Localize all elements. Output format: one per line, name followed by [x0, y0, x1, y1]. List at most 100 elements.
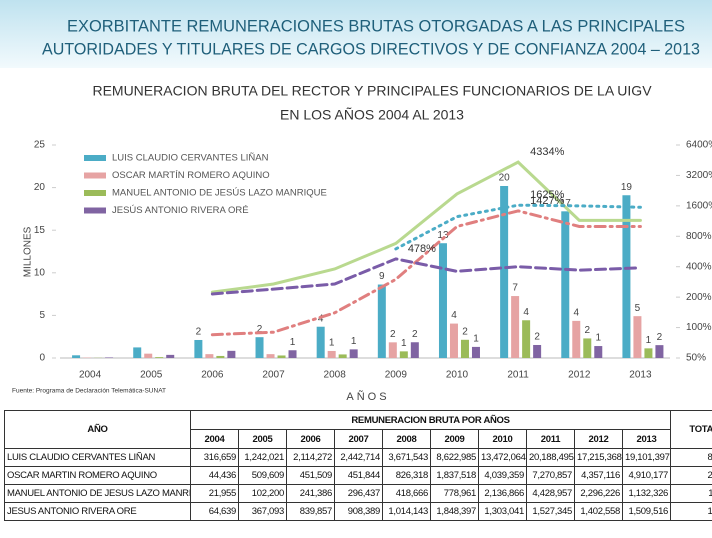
line-label: 1427% [530, 195, 564, 207]
legend-label: LUIS CLAUDIO CERVANTES LIÑAN [112, 153, 269, 164]
year-header: 2006 [286, 429, 335, 449]
row-name: MANUEL ANTONIO DE JESUS LAZO MANRIQUE [4, 484, 191, 503]
data-label: 20 [499, 173, 511, 184]
row-name: JESUS ANTONIO RIVERA ORE [4, 502, 191, 521]
cell: 13,472,064 [478, 448, 527, 467]
cell: 1,303,041 [478, 502, 527, 521]
cell: 21,955 [190, 484, 239, 503]
bar [449, 323, 458, 358]
x-tick-label: 2008 [324, 370, 347, 381]
y2-tick-label: 400% [686, 261, 712, 272]
data-label: 1 [351, 336, 357, 347]
y-tick-label: 25 [34, 140, 46, 151]
bar [327, 350, 336, 358]
cell: 2,136,866 [478, 484, 527, 503]
cell: 2,442,714 [334, 448, 383, 467]
chart: EXORBITANTE REMUNERACIONES BRUTAS OTORGA… [0, 0, 712, 403]
bar [399, 351, 408, 358]
y-axis-label: MILLONES [23, 226, 34, 277]
y-tick-label: 5 [39, 310, 45, 321]
cell: 296,437 [334, 484, 383, 503]
bar [288, 350, 297, 358]
cell: 418,666 [382, 484, 431, 503]
bar [349, 349, 358, 358]
cell: 1,242,021 [238, 448, 287, 467]
bar [144, 353, 153, 358]
bar [216, 355, 225, 358]
trend-line [210, 160, 642, 294]
data-label: 2 [462, 326, 468, 337]
cell: 4,428,957 [526, 484, 575, 503]
cell: 1,132,326 [621, 484, 672, 503]
x-tick-label: 2012 [568, 370, 591, 381]
bar [644, 348, 653, 358]
cell: 17,215,368 [574, 448, 623, 467]
bar [410, 342, 419, 358]
data-label: 13 [437, 230, 449, 241]
y-tick-label: 20 [34, 182, 46, 193]
cell: 509,609 [238, 466, 287, 485]
cell: 451,509 [286, 466, 335, 485]
cell: 88,387,54 [670, 448, 712, 467]
data-label: 2 [412, 329, 418, 340]
total-header: TOTALES [670, 410, 712, 449]
table-row: OSCAR MARTIN ROMERO AQUINO 44,436 509,609 4… [4, 466, 712, 485]
cell: 64,639 [190, 502, 239, 521]
legend-swatch [84, 190, 106, 196]
bar [460, 339, 469, 358]
year-header: 2010 [478, 429, 527, 449]
bar [388, 342, 397, 358]
bar [155, 357, 164, 358]
year-header: 2011 [526, 429, 575, 449]
bar [316, 326, 325, 358]
y2-tick-label: 1600% [686, 200, 712, 211]
year-header: 2008 [382, 429, 431, 449]
data-label: 1 [473, 334, 479, 345]
bar [377, 284, 386, 358]
cell: 11,857,53 [670, 484, 712, 503]
table-row: LUIS CLAUDIO CERVANTES LIÑAN 316,659 1,242… [4, 448, 712, 467]
title-band [0, 0, 712, 68]
data-label: 1 [401, 338, 407, 349]
bar [500, 185, 509, 358]
cell: 20,188,495 [526, 448, 575, 467]
bar [633, 316, 642, 358]
row-name: LUIS CLAUDIO CERVANTES LIÑAN [4, 448, 191, 467]
data-label: 4 [523, 307, 529, 318]
line-label: 4334% [530, 146, 564, 158]
bar [227, 350, 236, 358]
cell: 19,101,397 [621, 448, 672, 467]
data-label: 1 [290, 337, 296, 348]
legend-label: OSCAR MARTÍN ROMERO AQUINO [112, 170, 270, 181]
bar [255, 337, 264, 358]
cell: 4,357,116 [574, 466, 623, 485]
x-tick-label: 2009 [385, 370, 408, 381]
cell: 10,804,97 [670, 502, 712, 521]
source-note: Fuente: Programa de Declaración Telemáti… [12, 388, 166, 395]
y2-tick-label: 3200% [686, 170, 712, 181]
x-tick-label: 2011 [507, 370, 529, 381]
bar [572, 320, 581, 358]
cell: 451,844 [334, 466, 383, 485]
cell: 1,848,397 [430, 502, 479, 521]
x-tick-label: 2006 [201, 370, 224, 381]
bar [194, 339, 203, 358]
cell: 24,701,84 [670, 466, 712, 485]
chart-title: REMUNERACION BRUTA DEL RECTOR Y PRINCIPA… [92, 83, 652, 99]
x-axis-label: AÑOS [346, 390, 389, 403]
cell: 2,296,226 [574, 484, 623, 503]
cell: 1,402,558 [574, 502, 623, 521]
data-label: 2 [584, 325, 590, 336]
bar [622, 195, 631, 358]
data-label: 1 [329, 338, 335, 349]
bar [511, 296, 520, 358]
legend-swatch [84, 172, 106, 179]
data-label: 9 [379, 271, 385, 282]
cell: 241,386 [286, 484, 335, 503]
corner-header: AÑO [4, 410, 191, 449]
y-tick-label: 0 [39, 353, 45, 364]
cell: 778,961 [430, 484, 479, 503]
y-tick-label: 15 [34, 225, 46, 236]
data-label: 1 [595, 333, 601, 344]
